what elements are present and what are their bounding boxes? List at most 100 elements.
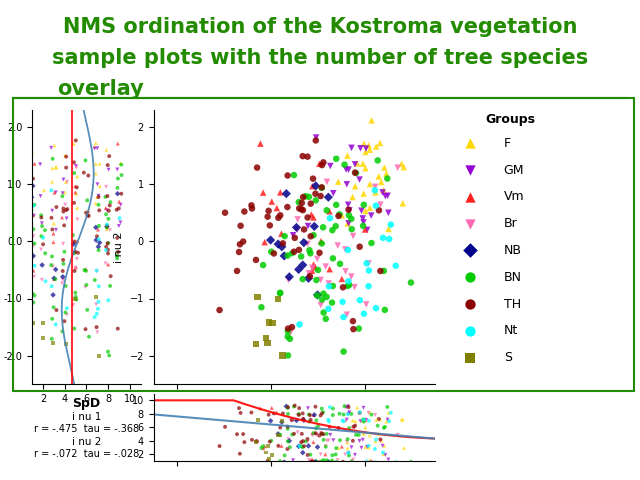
Point [365, 432, 375, 439]
Point [83, 172, 93, 180]
Point [91, 300, 101, 308]
Point [347, 457, 357, 465]
Point [342, 416, 352, 423]
Point [114, 204, 124, 212]
Point [355, 437, 365, 445]
Text: Vm: Vm [504, 191, 524, 204]
Point [316, 429, 326, 436]
Point [25, 289, 35, 297]
Point [58, 208, 68, 216]
Point [292, 429, 303, 436]
Point [105, 226, 115, 234]
Point [91, 160, 101, 168]
Point [321, 442, 331, 450]
Point [371, 189, 381, 196]
Point [104, 352, 115, 360]
Point [113, 325, 123, 333]
Point [232, 267, 242, 275]
Point [390, 262, 401, 270]
Point [309, 411, 319, 419]
Point [79, 266, 90, 274]
Point [69, 158, 79, 166]
Point [392, 431, 403, 439]
Point [397, 416, 408, 423]
Point [35, 192, 45, 200]
Point [268, 319, 278, 327]
Point [91, 236, 101, 244]
Point [70, 189, 81, 196]
Point [358, 160, 368, 168]
Point [289, 171, 299, 179]
Point [258, 261, 268, 269]
Point [347, 225, 357, 233]
Point [349, 283, 360, 291]
Point [399, 163, 409, 171]
Point [383, 225, 394, 233]
Point [37, 222, 47, 230]
Point [294, 442, 305, 450]
Point [47, 178, 58, 186]
Point [285, 335, 295, 343]
Point [262, 457, 273, 465]
Point [378, 450, 388, 458]
Point [278, 240, 288, 247]
Point [25, 260, 35, 267]
Point [266, 248, 276, 255]
Point [361, 418, 371, 425]
Text: GM: GM [504, 164, 524, 177]
Point [311, 417, 321, 424]
Point [239, 208, 250, 216]
Point [282, 404, 292, 412]
Point [71, 162, 81, 170]
Point [350, 422, 360, 430]
Point [365, 456, 375, 464]
Point [29, 262, 40, 270]
Point [346, 273, 356, 280]
Point [238, 238, 248, 245]
Point [70, 137, 81, 144]
Point [342, 282, 353, 290]
Point [57, 214, 67, 221]
Point [102, 161, 113, 169]
Point [348, 437, 358, 444]
Text: r = -.072  tau = -.028: r = -.072 tau = -.028 [34, 449, 139, 459]
Point [358, 190, 369, 197]
Point [303, 153, 313, 160]
Point [102, 240, 113, 247]
Point [339, 161, 349, 168]
Point [93, 246, 104, 254]
Point [314, 432, 324, 439]
Point [100, 204, 111, 212]
Point [335, 436, 345, 444]
Point [364, 282, 374, 290]
Point [333, 178, 344, 186]
Text: r = -.475  tau = -.368: r = -.475 tau = -.368 [34, 424, 139, 434]
Point [317, 409, 327, 417]
Point [251, 437, 261, 445]
Point [61, 282, 71, 290]
Point [299, 416, 309, 424]
Point [275, 212, 285, 219]
Point [328, 436, 339, 444]
Point [304, 193, 314, 201]
Point [275, 424, 285, 432]
Point [390, 458, 401, 466]
Point [380, 306, 390, 314]
Point [337, 417, 348, 424]
Text: i nu 1: i nu 1 [72, 412, 101, 422]
Point [308, 175, 318, 182]
Point [342, 180, 352, 188]
Point [344, 211, 354, 219]
Point [371, 437, 381, 445]
Point [344, 408, 355, 416]
Point [291, 417, 301, 424]
Point [26, 193, 36, 201]
Point [46, 144, 56, 152]
Point [103, 239, 113, 247]
Point [283, 438, 293, 445]
Point [71, 190, 81, 197]
Point [397, 160, 407, 168]
Point [264, 207, 274, 215]
Point [356, 207, 367, 215]
Point [383, 416, 393, 423]
